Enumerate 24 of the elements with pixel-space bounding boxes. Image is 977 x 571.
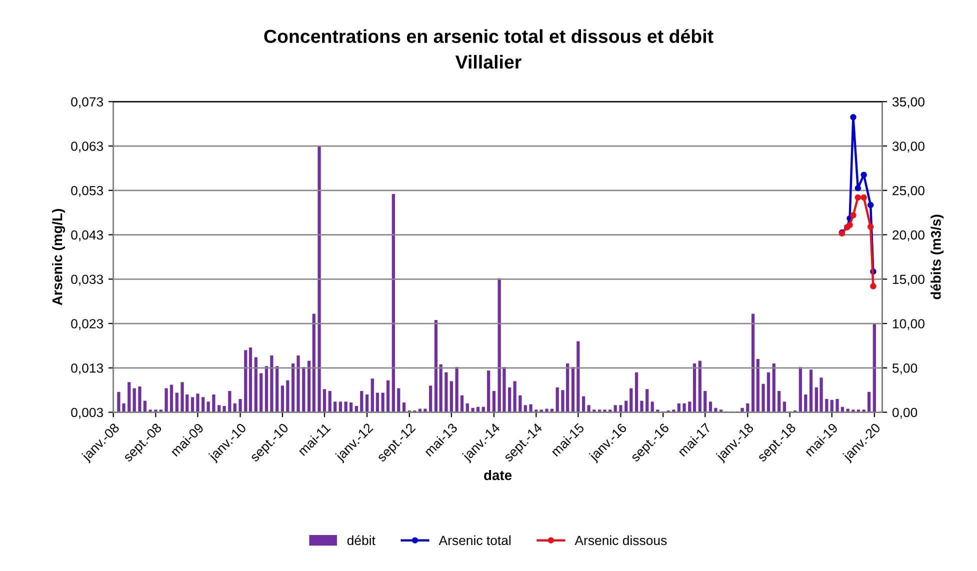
y2-tick-label: 10,00 bbox=[892, 319, 924, 330]
y-tick-label: 0,003 bbox=[71, 408, 104, 419]
y-tick-label: 0,073 bbox=[71, 97, 104, 108]
y-tick-label: 0,043 bbox=[71, 230, 104, 242]
legend-label: Arsenic dissous bbox=[574, 535, 667, 546]
legend-label: débit bbox=[347, 535, 376, 546]
y2-axis-title: débits (m3/s) bbox=[930, 214, 944, 300]
y2-tick-label: 30,00 bbox=[892, 142, 924, 152]
chart-subtitle: Villalier bbox=[455, 54, 522, 69]
chart-title: Concentrations en arsenic total et dissous et débit bbox=[264, 29, 714, 44]
y-tick-label: 0,063 bbox=[71, 142, 104, 152]
y2-tick-label: 20,00 bbox=[892, 230, 924, 242]
y2-tick-label: 35,00 bbox=[892, 97, 924, 108]
y-axis-title: Arsenic (mg/L) bbox=[52, 209, 66, 306]
y-tick-label: 0,033 bbox=[71, 274, 104, 286]
y-tick-label: 0,023 bbox=[71, 319, 104, 330]
legend-label: Arsenic total bbox=[438, 535, 510, 546]
y2-tick-label: 5,00 bbox=[892, 363, 918, 374]
y2-tick-label: 0,00 bbox=[892, 408, 918, 419]
y-tick-label: 0,053 bbox=[71, 186, 104, 197]
y2-tick-label: 15,00 bbox=[892, 274, 924, 286]
y-tick-label: 0,013 bbox=[71, 363, 104, 374]
y2-tick-label: 25,00 bbox=[892, 186, 924, 197]
x-axis-title: date bbox=[484, 470, 512, 480]
